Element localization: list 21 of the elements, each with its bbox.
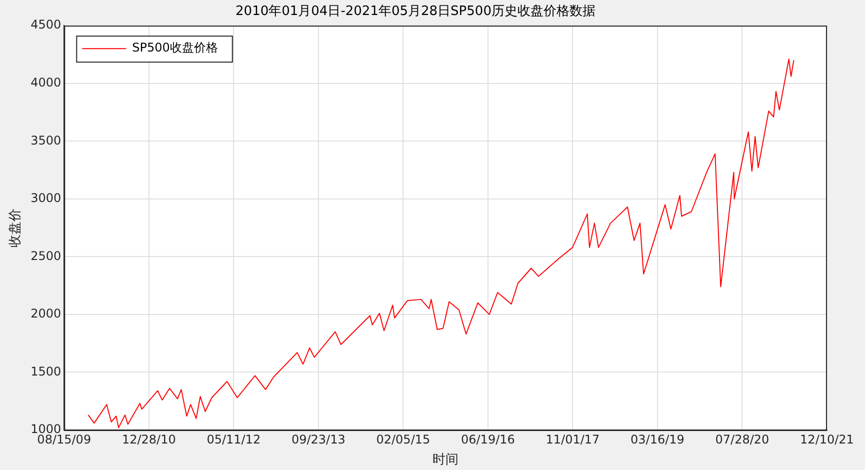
x-tick-label: 12/28/10 [122, 432, 176, 446]
y-tick-label: 2500 [30, 248, 62, 263]
y-tick-label: 4500 [30, 18, 62, 32]
x-tick-label: 03/16/19 [630, 432, 684, 446]
x-tick-label: 12/10/21 [800, 432, 854, 446]
y-tick-label: 3500 [30, 133, 62, 148]
y-tick-label: 4000 [30, 75, 62, 90]
x-tick-label: 06/19/16 [461, 432, 515, 446]
y-tick-label: 3000 [30, 191, 62, 206]
x-tick-label: 09/23/13 [291, 432, 346, 446]
x-axis-title: 时间 [432, 452, 459, 468]
x-tick-label: 11/01/17 [546, 432, 600, 446]
legend-label: SP500收盘价格 [132, 40, 218, 55]
x-tick-label: 08/15/09 [37, 432, 92, 446]
chart-title: 2010年01月04日-2021年05月28日SP500历史收盘价格数据 [236, 4, 596, 20]
x-tick-label: 02/05/15 [376, 432, 430, 446]
x-tick-label: 07/28/20 [715, 432, 770, 446]
x-tick-label: 05/11/12 [206, 432, 261, 446]
y-tick-label: 2000 [30, 306, 62, 321]
y-axis-title: 收盘价 [8, 208, 24, 248]
y-tick-label: 1500 [30, 364, 62, 378]
